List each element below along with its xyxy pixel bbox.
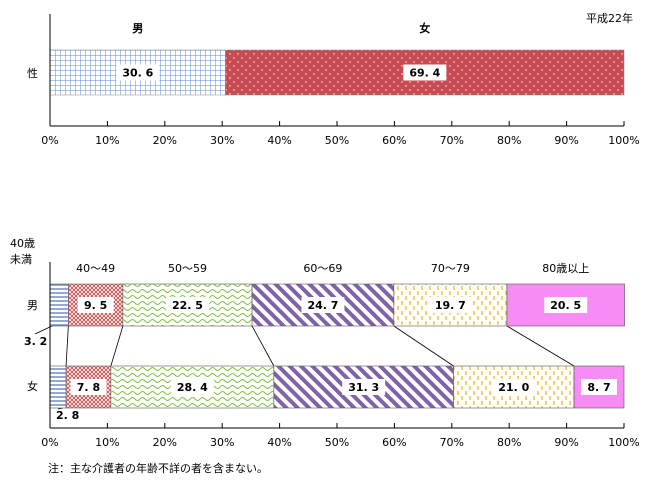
value-label-male-80plus: 20. 5 [550,299,581,312]
value-label-female-under40: 2. 8 [56,409,79,422]
value-label-female-80plus-bg [581,379,618,395]
value-label-female-70-79: 21. 0 [498,381,529,394]
bottom-x-tick-label: 10% [95,436,119,449]
top-x-tick-label: 50% [325,134,349,147]
category-label-male: 男 [27,299,38,312]
connector-line [65,325,69,367]
value-label-male-under40: 3. 2 [24,335,47,348]
series-header-60-69: 60～69 [303,262,342,275]
value-label-female-40-49: 7. 8 [77,381,100,394]
connector-line [251,325,275,367]
top-x-tick-label: 80% [497,134,521,147]
gender-chart: 男 女 性 30. 6 69. 4 0% 10% 20% 30% 40% 50% 60% 70%… [27,14,640,147]
top-x-tick-label: 10% [95,134,119,147]
top-x-tick-label: 90% [554,134,578,147]
value-label-female-70-79-bg [492,379,536,395]
bottom-x-tick-label: 30% [210,436,234,449]
top-x-tick-label: 40% [267,134,291,147]
top-x-tick-label: 100% [608,134,639,147]
value-label-female-60-69: 31. 3 [348,381,379,394]
value-label-male-50-59-bg [165,297,209,313]
value-label-male-bg [116,64,160,81]
bottom-x-tick-label: 90% [554,436,578,449]
value-label-female-40-49-bg [70,379,107,395]
top-x-tick-label: 0% [41,134,58,147]
category-label-female: 女 [27,379,38,393]
value-label-female-bg [403,64,447,81]
bottom-x-tick-label: 20% [153,436,177,449]
bottom-x-tick-label: 50% [325,436,349,449]
leader-line-male-under40 [34,325,53,335]
series-header-40-49: 40～49 [76,262,115,275]
connector-line [506,325,575,367]
value-label-male-70-79-bg [428,297,472,313]
period-label: 平成22年 [586,11,633,25]
series-header-70-79: 70～79 [431,262,470,275]
age-chart: 40歳 未満 40～49 50～59 60～69 70～79 80歳以上 男 女 3. … [10,237,640,449]
value-label-male-70-79: 19. 7 [435,299,466,312]
bottom-x-tick-label: 0% [41,436,58,449]
top-x-tick-label: 30% [210,134,234,147]
top-x-tick-label: 70% [440,134,464,147]
series-label-female: 女 [419,21,430,35]
bar-female-under40 [49,365,67,409]
value-label-male-60-69: 24. 7 [307,299,338,312]
value-label-female-50-59-bg [170,379,214,395]
value-label-male-40-49-bg [77,297,114,313]
value-label-female-80plus: 8. 7 [587,381,610,394]
bottom-x-tick-label: 80% [497,436,521,449]
connector-line [110,325,124,367]
value-label-female-60-69-bg [342,379,386,395]
series-header-80plus: 80歳以上 [542,262,589,275]
footnote: 注：主な介護者の年齢不詳の者を含まない。 [48,461,268,475]
connector-line [393,325,454,367]
bottom-x-tick-label: 100% [608,436,639,449]
series-header-50-59: 50～59 [168,262,207,275]
value-label-male-50-59: 22. 5 [172,299,203,312]
top-x-tick-label: 20% [153,134,177,147]
value-label-male-80plus-bg [544,297,588,313]
bottom-x-tick-label: 60% [382,436,406,449]
under40-label-line1: 40歳 [10,237,35,250]
value-label-male-40-49: 9. 5 [84,299,107,312]
category-label-sex: 性 [27,66,38,80]
value-label-female-50-59: 28. 4 [177,381,208,394]
series-label-male: 男 [132,22,143,35]
value-label-male-60-69-bg [301,297,345,313]
value-label-male: 30. 6 [122,67,153,80]
bottom-x-tick-label: 40% [267,436,291,449]
bar-female [225,49,625,96]
value-label-female: 69. 4 [409,67,440,80]
top-x-tick-label: 60% [382,134,406,147]
under40-label-line2: 未満 [10,253,32,266]
bar-male-under40 [49,283,69,327]
bottom-x-tick-label: 70% [440,436,464,449]
